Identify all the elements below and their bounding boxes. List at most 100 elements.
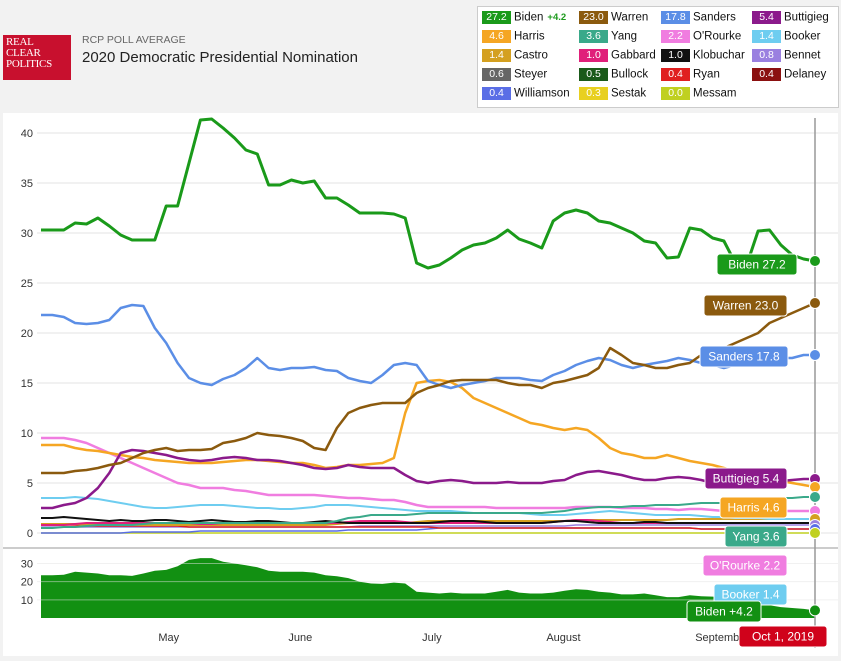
value-label-yang-text: Yang 3.6 [732,530,779,544]
y-tick-label: 25 [21,278,33,290]
x-tick-label: August [546,632,580,644]
legend-value: 2.2 [661,30,690,43]
value-label-yang: Yang 3.6 [724,525,788,548]
series-line-biden [41,117,816,270]
value-label-orourke: O'Rourke 2.2 [702,554,788,577]
legend-name: Buttigieg [784,11,829,24]
chart-title: 2020 Democratic Presidential Nomination [82,49,358,66]
legend-item-sanders[interactable]: 17.8 Sanders [661,11,736,26]
legend-item-warren[interactable]: 23.0 Warren [579,11,648,26]
legend-item-bullock[interactable]: 0.5 Bullock [579,68,648,83]
legend-value: 4.6 [482,30,511,43]
value-label-buttigieg-bg [704,467,788,490]
value-label-warren-bg [703,294,788,317]
spread-tick-label: 30 [21,559,33,571]
legend-item-harris[interactable]: 4.6 Harris [482,30,545,45]
legend-value: 3.6 [579,30,608,43]
legend-value: 1.0 [661,49,690,62]
legend-name: Warren [611,11,649,24]
value-label-buttigieg-text: Buttigieg 5.4 [713,472,780,486]
legend-value: 0.5 [579,68,608,81]
legend-value: 5.4 [752,11,781,24]
value-label-harris-text: Harris 4.6 [727,501,779,515]
legend-item-sestak[interactable]: 0.3 Sestak [579,87,646,102]
spread-endpoint-marker [809,604,821,617]
series-line-buttigieg [41,448,815,510]
legend-value: 0.3 [579,87,608,100]
legend-item-klobuchar[interactable]: 1.0 Klobuchar [661,49,745,64]
endpoint-marker-messam [809,527,821,539]
value-label-harris: Harris 4.6 [719,496,788,519]
legend-item-steyer[interactable]: 0.6 Steyer [482,68,547,83]
legend-name: Messam [693,87,737,100]
legend-item-castro[interactable]: 1.4 Castro [482,49,548,64]
y-tick-label: 20 [21,328,33,340]
series-line-orourke [41,436,815,513]
legend-item-delaney[interactable]: 0.4 Delaney [752,68,826,83]
legend-item-bennet[interactable]: 0.8 Bennet [752,49,820,64]
y-tick-label: 0 [27,528,33,540]
value-label-biden-bg [716,253,798,276]
chart-header: REAL CLEAR POLITICS RCP POLL AVERAGE 202… [0,0,841,112]
legend-name: Gabbard [611,49,656,62]
legend-item-ryan[interactable]: 0.4 Ryan [661,68,720,83]
value-label-spread: Biden +4.2 [686,600,762,623]
legend-name: Steyer [514,68,548,81]
x-tick-label: June [288,632,312,644]
series-line-bennet [41,524,815,528]
legend-name: Harris [514,30,545,43]
spread-tick-label: 20 [21,577,33,589]
value-label-sanders-bg [699,345,789,368]
legend-item-biden[interactable]: 27.2 Biden +4.2 [482,11,566,26]
spread-area-biden [41,558,815,618]
y-tick-label: 15 [21,378,33,390]
value-label-harris-bg [719,496,788,519]
value-label-orourke-text: O'Rourke 2.2 [710,559,781,573]
legend-item-yang[interactable]: 3.6 Yang [579,30,637,45]
legend-item-orourke[interactable]: 2.2 O'Rourke [661,30,741,45]
legend-item-williamson[interactable]: 0.4 Williamson [482,87,570,102]
series-line-booker [41,496,815,520]
legend-name: Sestak [611,87,647,100]
series-line-sanders [41,303,815,390]
legend-item-buttigieg[interactable]: 5.4 Buttigieg [752,11,829,26]
y-tick-label: 40 [21,128,33,140]
y-tick-label: 35 [21,178,33,190]
value-label-warren: Warren 23.0 [703,294,788,317]
value-label-spread-bg [686,600,762,623]
legend-item-booker[interactable]: 1.4 Booker [752,30,820,45]
value-label-biden-text: Biden 27.2 [728,258,786,272]
y-tick-label: 10 [21,428,33,440]
legend-name: Klobuchar [693,49,745,62]
legend-name: Bullock [611,68,649,81]
logo-line-3: POLITICS [6,58,52,70]
legend-value: 17.8 [661,11,690,24]
poll-chart[interactable]: 0 5 10 15 20 25 30 35 40 10 20 30 May June July August S… [3,113,838,656]
chart-area[interactable]: 0 5 10 15 20 25 30 35 40 10 20 30 May June July August S… [3,113,838,656]
legend-name: Ryan [693,68,720,81]
legend-name: O'Rourke [693,30,742,43]
legend-item-gabbard[interactable]: 1.0 Gabbard [579,49,656,64]
endpoint-marker-biden [809,255,821,267]
value-label-booker: Booker 1.4 [713,583,788,606]
legend-value: 0.0 [661,87,690,100]
legend-value: 1.0 [579,49,608,62]
legend-name: Yang [611,30,638,43]
rcp-logo[interactable]: REAL CLEAR POLITICS [3,35,71,80]
x-tick-label: September [695,632,749,644]
value-label-sanders-text: Sanders 17.8 [708,350,780,364]
legend-name: Castro [514,49,548,62]
series-line-yang [41,496,815,529]
candidate-legend: 27.2 Biden +4.2 23.0 Warren 17.8 Sanders 5.4 But… [477,6,839,108]
value-label-buttigieg: Buttigieg 5.4 [704,467,788,490]
logo-line-2: CLEAR [6,47,41,59]
legend-name: Delaney [784,68,827,81]
series-line-castro [41,518,815,526]
legend-name: Booker [784,30,821,43]
spread-tick-label: 10 [21,595,33,607]
legend-name: Biden [514,11,544,24]
x-tick-label: July [422,632,442,644]
endpoint-marker-warren [809,297,821,309]
legend-value: 0.4 [661,68,690,81]
legend-item-messam[interactable]: 0.0 Messam [661,87,736,102]
